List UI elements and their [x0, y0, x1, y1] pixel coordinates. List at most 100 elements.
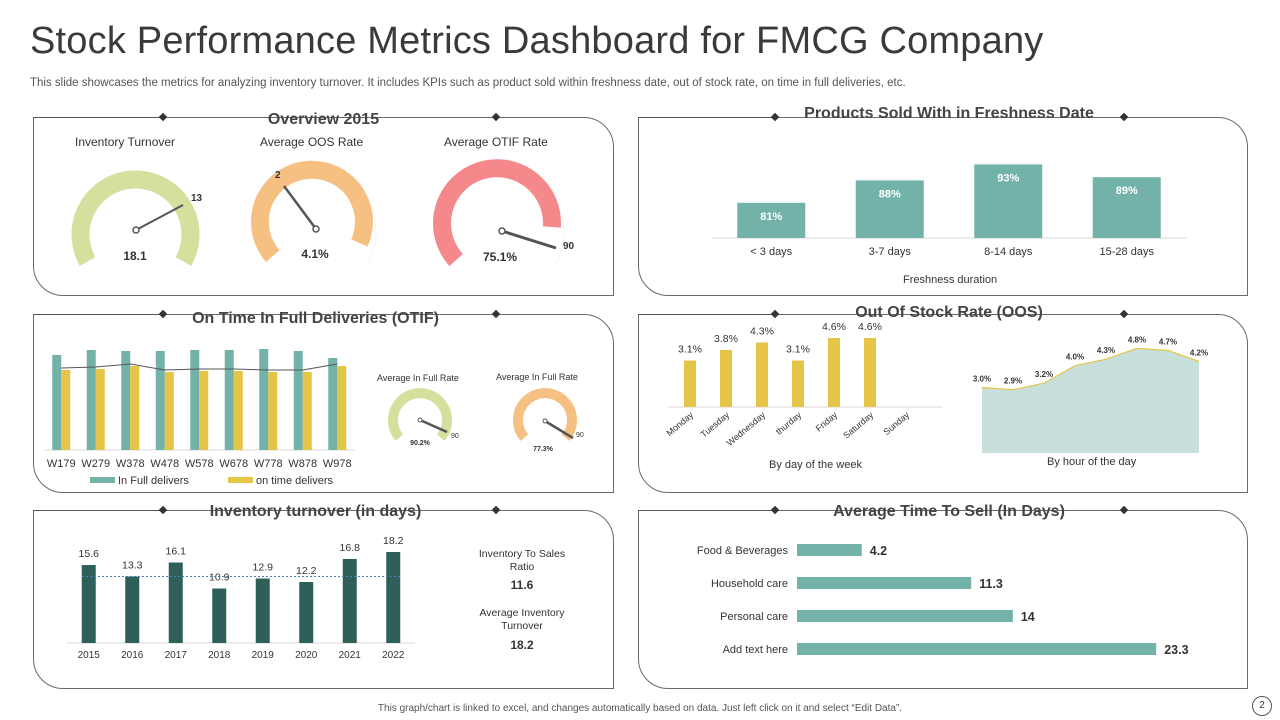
freshness-bar-label: 81%	[760, 211, 782, 223]
turnover-title: Inventory turnover (in days)	[209, 503, 422, 520]
oos-hour-point-label: 4.8%	[1128, 335, 1146, 344]
sell-bar-label: 14	[1021, 610, 1035, 624]
legend-in-full: In Full delivers	[118, 475, 189, 487]
inventory-turnover-value: 18.1	[123, 249, 147, 263]
otif-bar-on-time	[164, 372, 174, 450]
sell-panel	[638, 510, 1248, 689]
svg-text:90.2%: 90.2%	[410, 440, 431, 447]
oos-week-bar-label: 4.6%	[858, 321, 882, 333]
otif-bar-on-time	[199, 371, 209, 450]
oos-hour-point-label: 2.9%	[1004, 377, 1022, 386]
oos-hour-point-label: 4.7%	[1159, 337, 1177, 346]
oos-hour-line	[981, 347, 1200, 391]
oos-week-bar	[756, 342, 768, 407]
otif-gauge-arc	[433, 159, 561, 266]
otif-gauge-label: Average In Full Rate	[496, 372, 578, 382]
turnover-bar	[125, 576, 140, 643]
kpi-value: 11.6	[510, 578, 534, 592]
turnover-bar-label: 16.8	[340, 542, 361, 554]
otif-bar-in-full	[224, 350, 234, 450]
otif-tick-label: W978	[323, 458, 352, 470]
otif-bar-in-full	[190, 350, 200, 450]
oos-hour-point-label: 4.3%	[1097, 346, 1115, 355]
otif-tick-label: W778	[254, 458, 283, 470]
oos-value: 4.1%	[301, 247, 329, 261]
turnover-tick-label: 2020	[295, 650, 318, 661]
sell-category-label: Add text here	[723, 644, 788, 656]
freshness-bar-label: 88%	[879, 188, 901, 200]
oos-week-bar	[684, 360, 696, 407]
freshness-xlabel: Freshness duration	[903, 274, 998, 286]
turnover-bar	[168, 562, 183, 643]
svg-text:90: 90	[576, 432, 584, 439]
turnover-bar-label: 10.9	[209, 572, 230, 584]
sell-bar	[797, 643, 1157, 655]
otif-bar-on-time	[95, 369, 105, 450]
oos-hour-point-label: 3.0%	[973, 375, 991, 384]
oos-week-bar	[864, 338, 876, 407]
gauge-label: Inventory Turnover	[75, 135, 176, 149]
turnover-bar	[81, 565, 96, 643]
sell-category-label: Household care	[711, 578, 788, 590]
freshness-tick-label: 3-7 days	[869, 246, 912, 258]
turnover-tick-label: 2022	[382, 650, 405, 661]
oos-week-bar	[720, 350, 732, 407]
otif-bar-on-time	[337, 366, 347, 450]
turnover-bar	[299, 582, 314, 643]
turnover-bar	[255, 578, 270, 643]
freshness-tick-label: < 3 days	[750, 246, 792, 258]
turnover-tick-label: 2017	[165, 650, 188, 661]
sell-bar	[797, 610, 1013, 622]
oos-week-bar-label: 3.1%	[678, 344, 702, 356]
otif-bar-on-time	[233, 371, 243, 450]
oos-week-bar	[828, 338, 840, 407]
turnover-bar-label: 16.1	[166, 546, 187, 558]
freshness-bar	[1092, 177, 1161, 238]
kpi-label: Inventory To Sales Ratio	[478, 548, 566, 573]
oos-week-bar-label: 3.1%	[786, 344, 810, 356]
svg-text:77.3%: 77.3%	[533, 446, 554, 453]
otif-bar-on-time	[130, 366, 140, 450]
freshness-bar-label: 89%	[1116, 185, 1138, 197]
otif-bar-in-full	[86, 350, 96, 450]
turnover-bar-label: 12.9	[253, 562, 274, 574]
inventory-turnover-gauge-arc	[71, 170, 200, 266]
turnover-bar-label: 12.2	[296, 565, 317, 577]
turnover-tick-label: 2016	[121, 650, 144, 661]
sell-bar-label: 11.3	[979, 577, 1003, 591]
oos-week-bar	[792, 360, 804, 407]
sell-bar-label: 4.2	[870, 544, 887, 558]
turnover-bar-label: 15.6	[79, 548, 100, 560]
freshness-bar-label: 93%	[997, 172, 1019, 184]
otif-title: On Time In Full Deliveries (OTIF)	[192, 310, 439, 327]
oos-needle	[282, 185, 318, 230]
turnover-bar-label: 13.3	[122, 560, 143, 572]
inventory-turnover-needle	[135, 204, 184, 231]
freshness-bar	[974, 164, 1043, 238]
otif-bar-on-time	[61, 370, 71, 450]
otif-gauge-label: Average In Full Rate	[377, 373, 459, 383]
sell-title: Average Time To Sell (In Days)	[833, 503, 1065, 520]
otif-bar-on-time	[268, 372, 278, 450]
sell-bar	[797, 577, 972, 589]
svg-text:90: 90	[451, 433, 459, 440]
oos-title: Out Of Stock Rate (OOS)	[855, 304, 1043, 321]
otif-bar-on-time	[302, 372, 312, 450]
otif-tick-label: W378	[116, 458, 145, 470]
oos-week-bar-label: 4.6%	[822, 321, 846, 333]
page-title: Stock Performance Metrics Dashboard for …	[30, 20, 1044, 62]
oos-week-bar-label: 4.3%	[750, 326, 774, 338]
freshness-title: Products Sold With in Freshness Date	[804, 105, 1094, 122]
turnover-bar-label: 18.2	[383, 535, 404, 547]
page-number: 2	[1252, 696, 1272, 716]
turnover-tick-label: 2021	[339, 650, 362, 661]
sell-category-label: Food & Beverages	[697, 545, 789, 557]
legend-on-time-swatch	[228, 477, 253, 483]
sell-bar-label: 23.3	[1164, 643, 1188, 657]
